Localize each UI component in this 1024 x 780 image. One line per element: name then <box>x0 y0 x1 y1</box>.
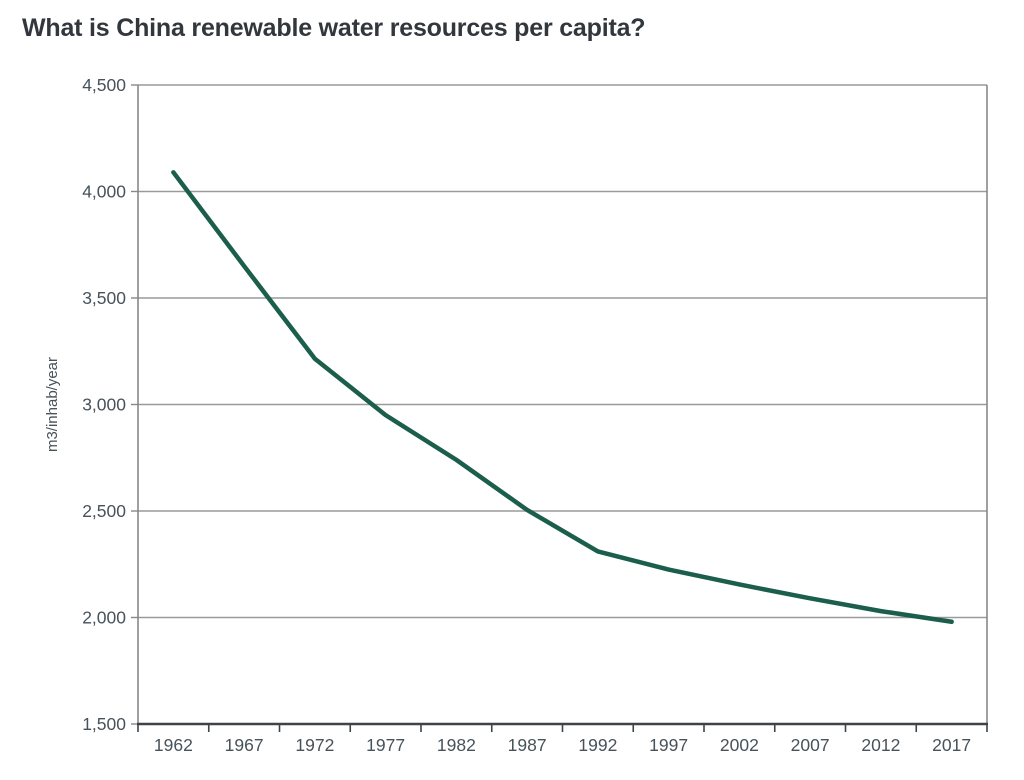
x-tick-label: 2012 <box>861 735 900 755</box>
y-tick-label: 2,500 <box>82 501 126 521</box>
x-tick-label: 2017 <box>932 735 971 755</box>
y-tick-label: 3,000 <box>82 395 126 415</box>
y-axis-title: m3/inhab/year <box>44 357 61 452</box>
x-tick-label: 1972 <box>295 735 334 755</box>
y-tick-label: 4,500 <box>82 75 126 95</box>
x-tick-label: 2002 <box>720 735 759 755</box>
x-tick-label: 1987 <box>508 735 547 755</box>
x-tick-label: 1967 <box>225 735 264 755</box>
data-series-line <box>171 170 954 625</box>
x-tick-label: 1997 <box>649 735 688 755</box>
x-tick-label: 1962 <box>154 735 193 755</box>
page-title: What is China renewable water resources … <box>22 14 646 42</box>
y-tick-label: 4,000 <box>82 182 126 202</box>
x-tick-label: 1977 <box>366 735 405 755</box>
y-tick-label: 3,500 <box>82 288 126 308</box>
y-tick-label: 1,500 <box>82 714 126 734</box>
x-tick-label: 1992 <box>578 735 617 755</box>
y-tick-label: 2,000 <box>82 608 126 628</box>
x-tick-label: 1982 <box>437 735 476 755</box>
x-tick-label: 2007 <box>791 735 830 755</box>
